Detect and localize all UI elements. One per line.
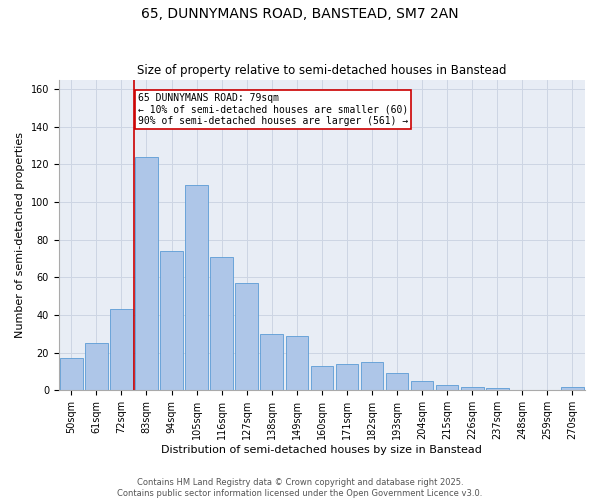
Bar (60, 358, 83, 390)
X-axis label: Distribution of semi-detached houses by size in Banstead: Distribution of semi-detached houses by … (161, 445, 482, 455)
Bar (411, 381, 433, 390)
Bar (110, 310, 133, 390)
Bar (561, 386, 584, 390)
Text: Contains HM Land Registry data © Crown copyright and database right 2025.
Contai: Contains HM Land Registry data © Crown c… (118, 478, 482, 498)
Bar (461, 386, 484, 390)
Bar (311, 366, 333, 390)
Bar (135, 157, 158, 390)
Bar (235, 283, 258, 391)
Bar (361, 362, 383, 390)
Bar (211, 256, 233, 390)
Bar (436, 384, 458, 390)
Bar (335, 364, 358, 390)
Title: Size of property relative to semi-detached houses in Banstead: Size of property relative to semi-detach… (137, 64, 506, 77)
Bar (486, 388, 509, 390)
Bar (160, 251, 183, 390)
Bar (185, 185, 208, 390)
Text: 65, DUNNYMANS ROAD, BANSTEAD, SM7 2AN: 65, DUNNYMANS ROAD, BANSTEAD, SM7 2AN (141, 8, 459, 22)
Bar (85, 344, 107, 390)
Y-axis label: Number of semi-detached properties: Number of semi-detached properties (15, 132, 25, 338)
Bar (386, 374, 409, 390)
Bar (286, 336, 308, 390)
Text: 65 DUNNYMANS ROAD: 79sqm
← 10% of semi-detached houses are smaller (60)
90% of s: 65 DUNNYMANS ROAD: 79sqm ← 10% of semi-d… (138, 92, 408, 126)
Bar (260, 334, 283, 390)
